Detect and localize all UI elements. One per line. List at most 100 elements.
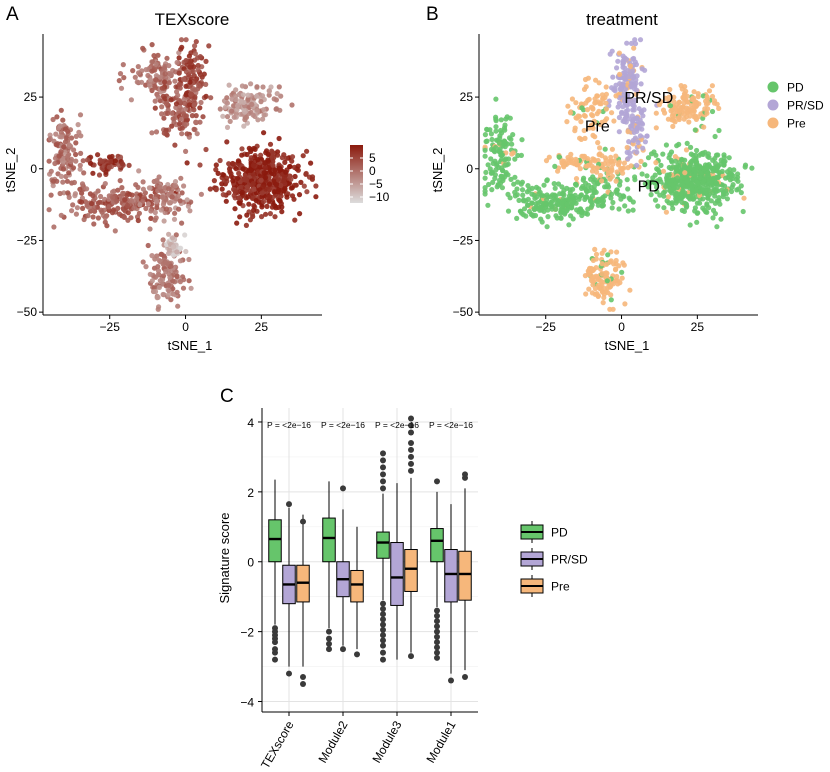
scatter-point [295,167,301,173]
scatter-point [174,59,180,66]
scatter-point [239,189,245,196]
scatter-point [682,164,688,170]
panel-b-title: treatment [586,10,658,29]
scatter-point [234,220,240,226]
scatter-point [502,162,508,168]
scatter-point [163,206,170,212]
scatter-point [175,92,181,98]
scatter-point [245,194,251,200]
box-PR/SD-Module3 [390,483,404,660]
scatter-point [224,124,231,130]
scatter-point [498,173,504,179]
scatter-point [177,258,183,264]
scatter-point [270,185,277,191]
scatter-point [46,158,52,164]
scatter-point [161,130,167,136]
scatter-point [84,202,90,208]
scatter-point [496,164,502,171]
scatter-point [613,153,619,159]
scatter-point [106,164,112,170]
scatter-point [627,196,633,203]
legend-swatch [767,81,779,93]
scatter-point [521,206,528,212]
scatter-point [599,250,605,256]
scatter-point [585,97,591,103]
color-bar-label: −5 [369,177,383,191]
scatter-point [738,190,744,196]
scatter-point [664,177,670,184]
scatter-point [168,263,174,269]
scatter-point [68,135,75,141]
scatter-point [510,150,516,156]
scatter-point [567,198,573,204]
scatter-point [114,198,120,204]
scatter-point [694,147,700,154]
panel-a-axes: −25 0 25 25 0 −25 −50 [17,34,322,334]
scatter-point [710,168,716,174]
scatter-point [555,197,561,203]
scatter-point [245,92,251,98]
outlier-point [300,674,306,681]
scatter-point [96,172,103,178]
scatter-point [203,58,209,64]
scatter-point [155,271,161,277]
scatter-point [592,134,598,140]
scatter-point [624,95,630,102]
outlier-point [380,464,386,471]
scatter-point [639,66,645,72]
scatter-point [283,155,289,161]
scatter-point [712,200,718,206]
scatter-point [592,158,598,164]
scatter-point [621,70,627,76]
scatter-point [539,207,545,213]
scatter-point [556,154,562,160]
scatter-point [242,117,248,123]
scatter-point [584,211,591,217]
scatter-point [146,185,152,191]
scatter-point [274,193,280,199]
scatter-point [166,292,172,298]
scatter-point [81,170,87,176]
scatter-point [54,114,60,120]
scatter-point [616,206,622,212]
scatter-point [608,249,614,255]
scatter-point [273,106,279,112]
scatter-point [171,252,177,258]
scatter-point [559,203,565,209]
scatter-point [682,170,688,176]
scatter-point [579,105,585,111]
scatter-point [665,116,672,122]
outlier-point [286,501,292,508]
scatter-point [136,70,142,76]
scatter-point [313,183,319,189]
x-tick-label: Module1 [423,718,458,765]
scatter-point [639,121,646,127]
scatter-point [548,199,554,206]
outlier-point [326,635,332,642]
scatter-point [709,108,716,115]
scatter-point [155,306,161,312]
scatter-point [171,119,177,125]
scatter-point [641,107,647,113]
scatter-point [91,221,97,227]
scatter-point [613,93,619,99]
scatter-point [119,161,125,167]
scatter-point [235,103,241,109]
scatter-point [509,141,515,147]
scatter-point [496,148,502,154]
panel-a-y-axis-title: tSNE_2 [3,148,18,193]
scatter-point [133,182,139,188]
scatter-point [585,75,592,81]
scatter-point [620,104,626,110]
scatter-point [265,157,271,163]
scatter-point [627,153,633,159]
scatter-point [668,108,674,114]
scatter-point [62,149,68,155]
scatter-point [653,110,659,116]
scatter-point [267,194,273,200]
scatter-point [544,224,550,230]
scatter-point [244,184,250,190]
scatter-point [718,216,724,222]
scatter-point [632,41,639,47]
scatter-point [264,203,270,209]
